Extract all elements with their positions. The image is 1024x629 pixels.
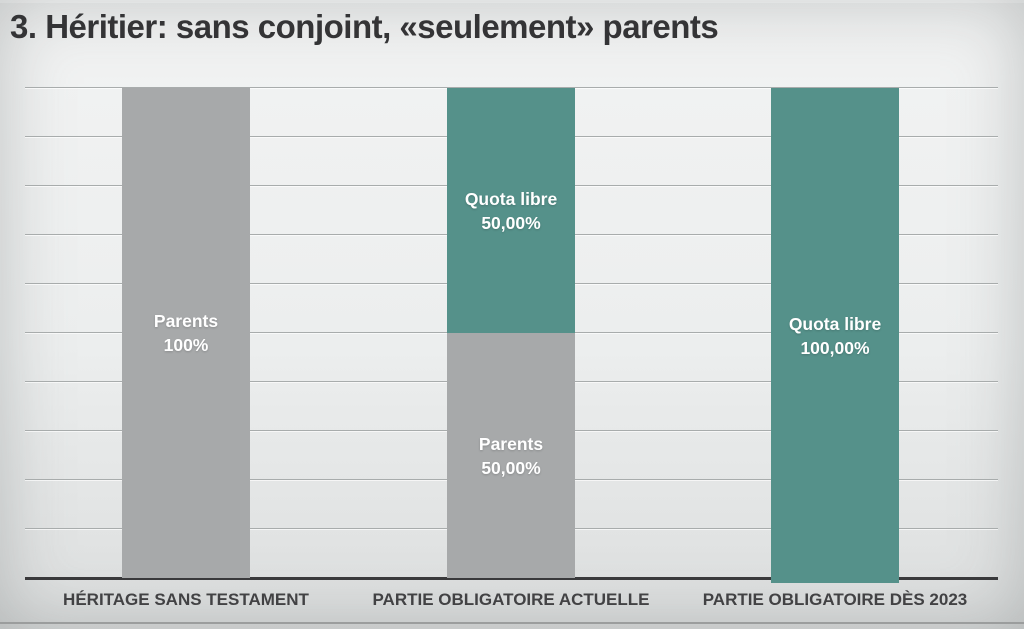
segment-label: Quota libre 100,00% xyxy=(788,313,882,358)
page-title: 3. Héritier: sans conjoint, «seulement» … xyxy=(10,8,719,45)
gridline xyxy=(25,87,998,88)
bar-segment-parents-1: Parents 100% xyxy=(122,88,250,578)
category-label: PARTIE OBLIGATOIRE ACTUELLE xyxy=(372,590,650,609)
bar-segment-quota-libre-2: Quota libre 50,00% xyxy=(447,88,575,333)
bar-segment-parents-2: Parents 50,00% xyxy=(447,333,575,578)
category-label: HÉRITAGE SANS TESTAMENT xyxy=(63,590,309,609)
x-axis-line xyxy=(25,577,998,580)
segment-label: Quota libre 50,00% xyxy=(464,188,558,233)
bar-segment-quota-libre-3: Quota libre 100,00% xyxy=(771,88,899,583)
segment-label: Parents 50,00% xyxy=(478,433,544,478)
segment-label: Parents 100% xyxy=(153,311,219,355)
bottom-border-line xyxy=(0,622,1024,624)
category-label: PARTIE OBLIGATOIRE DÈS 2023 xyxy=(702,590,968,609)
